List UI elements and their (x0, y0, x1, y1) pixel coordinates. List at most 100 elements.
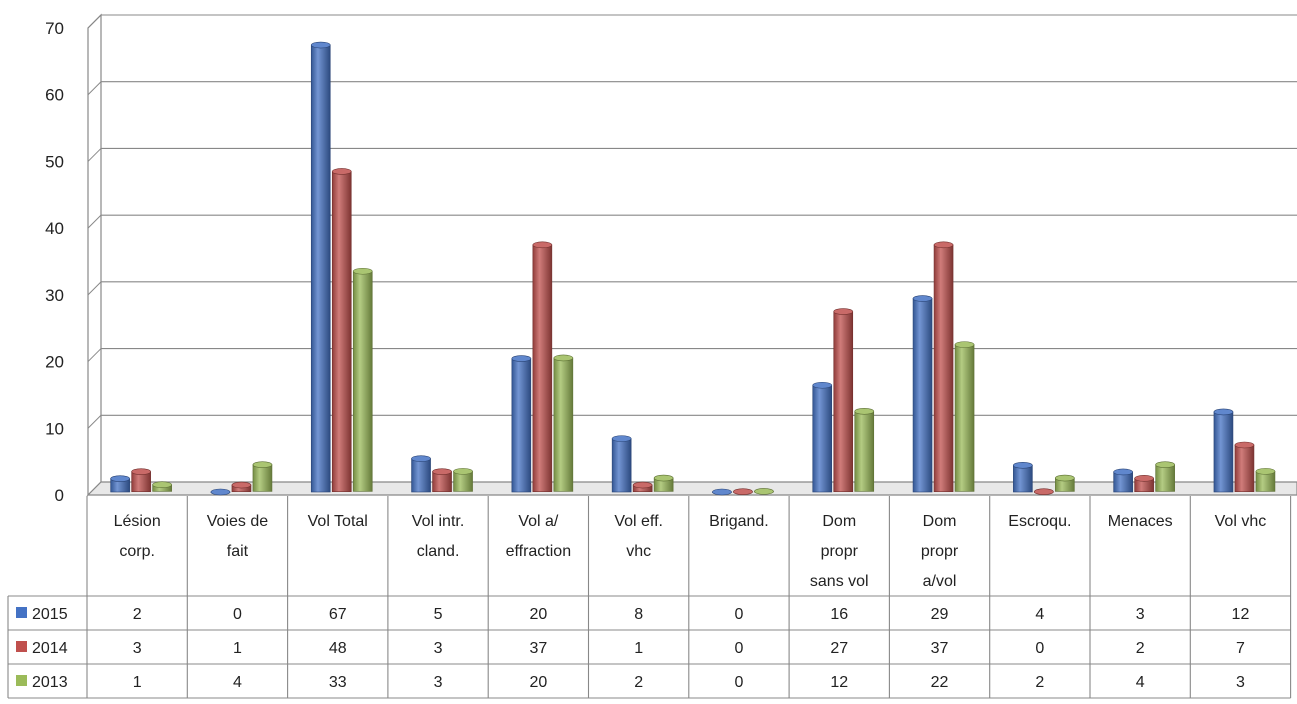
table-cell: 4 (1136, 674, 1145, 691)
bar-2013-5 (653, 474, 674, 492)
category-label: fait (227, 543, 249, 560)
bar-2014-5 (632, 481, 653, 492)
y-tick-label: 0 (55, 486, 64, 505)
category-label: Vol Total (308, 513, 368, 530)
table-cell: 37 (529, 640, 547, 657)
gridlines (87, 14, 1297, 429)
gridline-diag-60 (87, 81, 102, 96)
side-wall (87, 13, 102, 497)
bar-2013-1 (252, 461, 273, 492)
table-cell: 3 (1136, 606, 1145, 623)
table-cell: 2 (1035, 674, 1044, 691)
y-tick-label: 40 (45, 219, 64, 238)
legend-label: 2013 (32, 674, 68, 691)
table-cell: 4 (1035, 606, 1044, 623)
table-cell: 27 (830, 640, 848, 657)
table-cell: 0 (734, 674, 743, 691)
y-tick-label: 70 (45, 19, 64, 38)
bar-2013-6 (754, 488, 774, 495)
bar-2015-9 (1013, 462, 1033, 493)
legend-label: 2015 (32, 606, 68, 623)
bar-2013-9 (1055, 474, 1075, 492)
table-cell: 1 (133, 674, 142, 691)
category-label: sans vol (810, 573, 869, 590)
gridline-diag-50 (87, 148, 102, 162)
bar-2015-11 (1213, 408, 1234, 493)
bar-2013-7 (854, 408, 875, 492)
y-tick-label: 10 (45, 419, 64, 438)
bar-2015-5 (611, 435, 632, 493)
bar-2014-7 (833, 308, 854, 493)
bar-2015-1 (210, 488, 231, 496)
bar-2014-2 (331, 168, 352, 493)
table-cell: 1 (634, 640, 643, 657)
table-cell: 20 (529, 606, 547, 623)
table-cell: 2 (133, 606, 142, 623)
table-cell: 4 (233, 674, 242, 691)
gridline-diag-40 (87, 214, 102, 229)
bar-2014-8 (933, 241, 954, 492)
y-tick-label: 50 (45, 152, 64, 171)
category-label: a/vol (923, 573, 957, 590)
table-cell: 67 (329, 606, 347, 623)
bar-2015-4 (511, 355, 532, 493)
bar-2014-6 (733, 488, 753, 496)
table-cell: 3 (1236, 674, 1245, 691)
bar-2013-3 (453, 468, 473, 492)
category-label: effraction (506, 543, 572, 560)
bar-2014-0 (131, 468, 151, 492)
category-label: vhc (626, 543, 651, 560)
y-tick-label: 60 (45, 86, 64, 105)
category-label: Vol vhc (1215, 513, 1267, 530)
bar-2014-9 (1034, 488, 1054, 496)
category-label: Escroqu. (1008, 513, 1071, 530)
table-cell: 5 (434, 606, 443, 623)
table-cell: 3 (434, 674, 443, 691)
gridline-diag-30 (87, 281, 102, 296)
bars (110, 41, 1276, 496)
category-label: Voies de (207, 513, 268, 530)
category-label: Vol eff. (614, 513, 663, 530)
table-cell: 33 (329, 674, 347, 691)
table-cell: 0 (734, 606, 743, 623)
category-label: Lésion (114, 513, 161, 530)
category-label: Menaces (1108, 513, 1173, 530)
bar-2015-6 (712, 488, 732, 496)
category-label: Vol a/ (518, 513, 559, 530)
category-label: propr (821, 543, 859, 560)
bar-2013-8 (954, 341, 975, 492)
table-cell: 12 (1232, 606, 1250, 623)
bar-2015-2 (310, 41, 331, 493)
y-axis-ticks: 0 10 20 30 40 50 60 70 (45, 19, 64, 505)
gridline-diag-20 (87, 348, 102, 362)
legend-label: 2014 (32, 640, 68, 657)
bar-2013-10 (1155, 461, 1175, 492)
legend-swatch-2013 (16, 675, 27, 686)
bar-2014-3 (432, 468, 452, 492)
category-label: Dom (822, 513, 856, 530)
table-cell: 22 (931, 674, 949, 691)
bar-2015-8 (912, 295, 933, 493)
bar-2015-7 (812, 381, 833, 493)
bar-2014-1 (231, 481, 252, 492)
table-cell: 0 (233, 606, 242, 623)
bar-2015-10 (1113, 468, 1133, 493)
legend-swatch-2015 (16, 607, 27, 618)
table-cell: 7 (1236, 640, 1245, 657)
table-cell: 0 (734, 640, 743, 657)
floor (86, 481, 1297, 496)
table-cell: 3 (434, 640, 443, 657)
bar-2014-10 (1134, 475, 1154, 493)
table-cell: 20 (529, 674, 547, 691)
category-label: propr (921, 543, 959, 560)
table-cell: 29 (931, 606, 949, 623)
table-cell: 48 (329, 640, 347, 657)
bar-2013-0 (152, 481, 172, 492)
category-label: Vol intr. (412, 513, 464, 530)
data-table: Lésion corp. Voies de fait Vol Total Vol intr… (7, 496, 1292, 699)
category-label: cland. (417, 543, 460, 560)
bar-2014-4 (532, 241, 553, 492)
table-cell: 12 (830, 674, 848, 691)
bar-2013-2 (352, 267, 373, 492)
